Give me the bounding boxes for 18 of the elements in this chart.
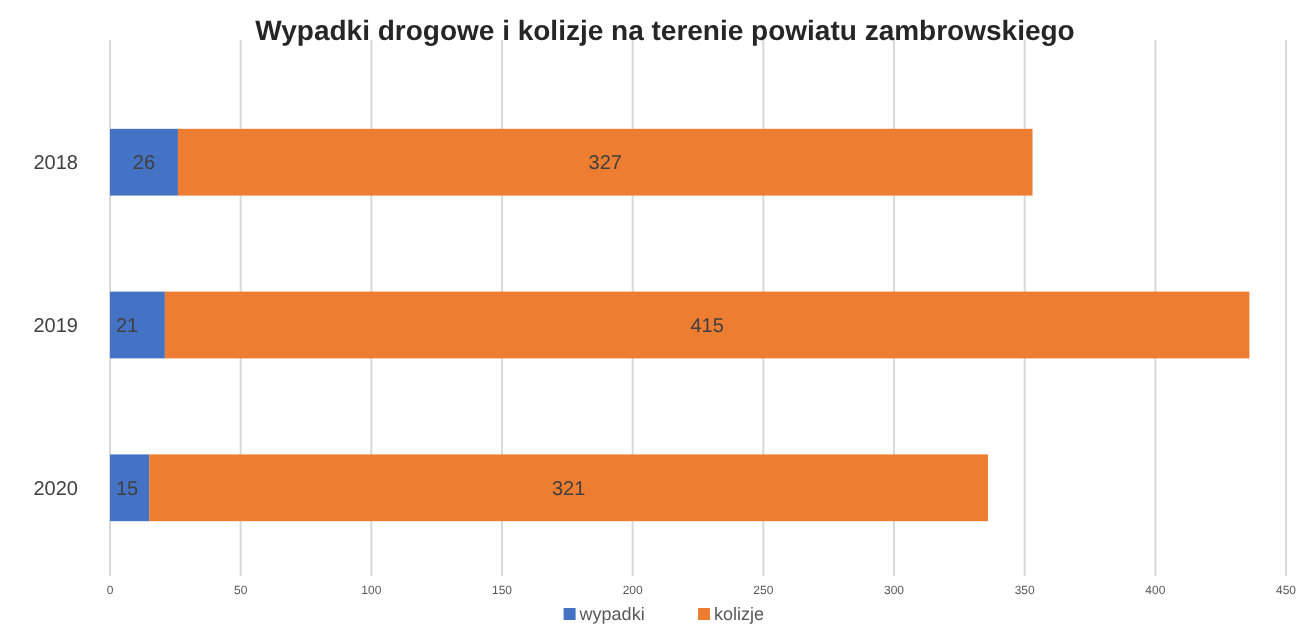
chart-title: Wypadki drogowe i kolizje na terenie powiatu zambrowskiego — [255, 14, 1075, 46]
data-label: 26 — [132, 153, 156, 176]
bar — [149, 454, 989, 522]
data-label: 321 — [551, 478, 587, 501]
data-label: 21 — [116, 316, 140, 338]
bar — [177, 128, 1033, 196]
bar — [110, 128, 178, 196]
data-label: 415 — [690, 316, 725, 338]
legend-label: kolizje — [714, 604, 765, 625]
y-tick-label: 2020 — [33, 478, 79, 501]
y-tick-label: 2018 — [33, 153, 79, 176]
data-label: 327 — [588, 153, 623, 176]
legend-label: wypadki — [577, 604, 645, 625]
bar — [164, 291, 1250, 359]
y-tick-label: 2019 — [33, 316, 79, 338]
bar — [110, 454, 150, 522]
data-label: 15 — [116, 478, 140, 501]
bar — [110, 291, 165, 359]
